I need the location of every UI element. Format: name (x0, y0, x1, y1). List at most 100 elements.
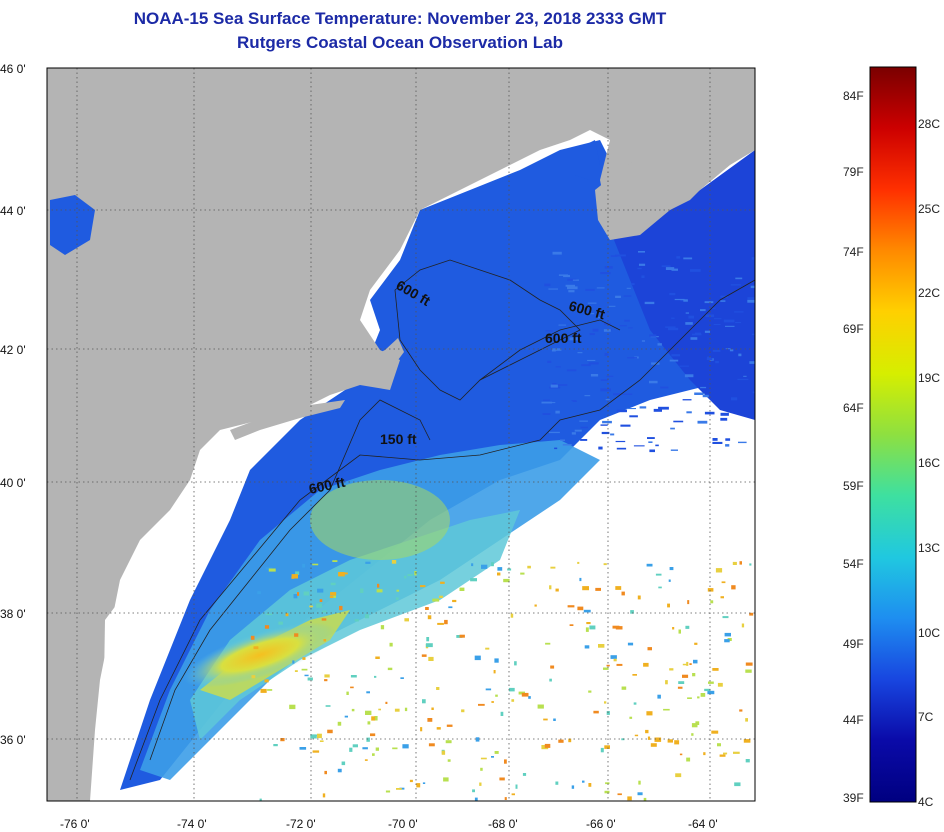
sst-speckle (572, 400, 577, 402)
sst-speckle (439, 595, 443, 598)
graticule (47, 68, 755, 801)
colorbar-fahrenheit-label: 74F (843, 245, 864, 259)
sst-speckle (322, 610, 327, 613)
sst-speckle (686, 411, 692, 414)
sst-speckle (396, 788, 402, 790)
sst-speckle (745, 718, 748, 722)
sst-speckle (324, 679, 328, 682)
sst-speckle (725, 348, 731, 350)
sst-speckle (637, 792, 643, 796)
sst-speckle (259, 798, 262, 801)
sst-speckle (569, 624, 574, 626)
sst-speckle (600, 379, 608, 381)
colorbar-celsius-label: 22C (918, 286, 940, 300)
sst-speckle (601, 431, 610, 435)
sst-speckle (392, 747, 398, 750)
sst-speckle (265, 567, 273, 570)
sst-speckle (688, 315, 694, 319)
sst-speckle (552, 348, 562, 351)
sst-speckle (309, 605, 313, 608)
sst-speckle (686, 661, 689, 666)
sst-speckle (673, 420, 684, 423)
sst-speckle (733, 751, 740, 754)
sst-speckle (448, 606, 453, 609)
sst-speckle (616, 663, 623, 666)
sst-speckle (544, 743, 551, 748)
sst-speckle (700, 309, 706, 312)
sst-speckle (504, 759, 507, 764)
colorbar-fahrenheit-labels: 84F 79F 74F 69F 64F 59F 54F 49F 44F 39F (843, 89, 864, 805)
sst-speckle (679, 753, 683, 756)
sst-speckle (494, 751, 499, 754)
sst-speckle (504, 797, 507, 800)
sst-speckle (370, 733, 376, 737)
sst-speckle (712, 349, 721, 352)
sst-speckle (598, 446, 603, 450)
sst-speckle (655, 444, 659, 447)
sst-speckle (474, 797, 478, 801)
sst-speckle (600, 424, 608, 426)
sst-speckle (581, 364, 591, 367)
sst-speckle (330, 582, 336, 586)
sst-speckle (503, 578, 510, 583)
colorbar-fahrenheit-label: 84F (843, 89, 864, 103)
sst-speckle (720, 596, 724, 599)
sst-speckle (374, 716, 378, 721)
sst-speckle (700, 386, 707, 389)
sst-speckle (560, 439, 565, 441)
sst-speckle (303, 591, 310, 596)
sst-speckle (374, 675, 377, 678)
sst-speckle (707, 588, 714, 592)
sst-speckle (713, 318, 722, 320)
sst-speckle (550, 665, 555, 669)
sst-speckle (520, 572, 525, 575)
sst-speckle (637, 267, 642, 270)
sst-speckle (657, 694, 661, 699)
sst-speckle (367, 721, 371, 725)
sst-speckle (605, 782, 610, 785)
sst-speckle (604, 352, 609, 356)
sst-speckle (385, 790, 391, 793)
sst-speckle (613, 393, 622, 396)
lat-tick-label: 42 0' (0, 343, 26, 357)
lon-tick-label: -68 0' (488, 817, 518, 831)
sst-speckle (647, 437, 655, 439)
sst-speckle (674, 298, 685, 301)
sst-speckle (639, 263, 646, 266)
sst-speckle (297, 592, 300, 596)
colorbar-fahrenheit-label: 44F (843, 713, 864, 727)
sst-speckle (437, 622, 444, 625)
sst-speckle (511, 699, 515, 702)
sst-speckle (494, 658, 499, 663)
sst-speckle (344, 715, 348, 718)
sst-speckle (470, 578, 477, 582)
sst-speckle (749, 563, 752, 566)
sst-speckle (723, 319, 735, 323)
sst-speckle (724, 639, 730, 643)
sst-speckle (572, 279, 579, 281)
sst-speckle (302, 657, 306, 660)
sst-speckle (634, 734, 639, 737)
sst-speckle (720, 412, 729, 416)
sst-speckle (485, 688, 492, 691)
sst-speckle (651, 362, 660, 365)
sst-speckle (590, 374, 599, 377)
sst-speckle (723, 752, 728, 755)
sst-speckle (752, 391, 755, 394)
sst-speckle (676, 256, 681, 259)
colorbar-celsius-label: 7C (918, 710, 934, 724)
colorbar-fahrenheit-label: 49F (843, 637, 864, 651)
sst-speckle (647, 736, 651, 740)
sst-speckle (427, 718, 433, 722)
sst-speckle (341, 761, 346, 766)
sst-speckle (409, 779, 413, 783)
sst-speckle (732, 561, 737, 565)
sst-speckle (562, 444, 572, 446)
bay-of-fundy (575, 140, 600, 180)
sst-speckle (717, 743, 721, 747)
sst-speckle (610, 255, 618, 257)
sst-speckle (691, 723, 698, 728)
sst-speckle (285, 613, 289, 617)
sst-speckle (387, 667, 393, 671)
sst-speckle (589, 625, 596, 630)
